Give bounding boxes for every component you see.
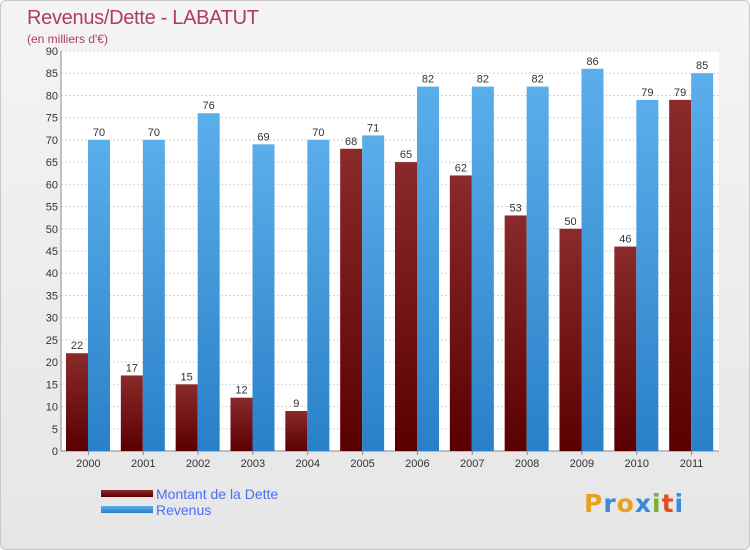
legend-swatch-revenue xyxy=(101,506,153,513)
data-label-debt: 9 xyxy=(293,398,299,410)
logo-letter: r xyxy=(603,489,617,518)
legend-label-revenue: Revenus xyxy=(156,502,212,518)
data-label-revenue: 70 xyxy=(93,127,105,139)
data-label-debt: 15 xyxy=(181,371,193,383)
bar-debt xyxy=(559,228,582,451)
bar-debt xyxy=(120,375,143,451)
logo-letter: P xyxy=(584,489,604,518)
y-tick-label: 0 xyxy=(52,446,58,458)
bar-debt xyxy=(614,246,637,451)
bar-debt xyxy=(449,175,472,451)
bar-revenue xyxy=(471,86,494,452)
y-tick-label: 50 xyxy=(46,224,58,236)
bar-revenue xyxy=(636,99,659,451)
y-tick-label: 45 xyxy=(46,246,58,258)
x-tick-label: 2003 xyxy=(241,458,265,470)
x-tick-label: 2006 xyxy=(405,458,429,470)
data-label-debt: 22 xyxy=(71,340,83,352)
y-tick-label: 80 xyxy=(46,90,58,102)
x-tick-label: 2011 xyxy=(680,458,704,470)
data-label-revenue: 70 xyxy=(312,127,324,139)
bar-debt xyxy=(175,384,198,451)
data-label-revenue: 86 xyxy=(586,56,598,68)
y-tick-label: 10 xyxy=(46,402,58,414)
logo-letter: i xyxy=(652,489,662,518)
data-label-debt: 79 xyxy=(674,87,686,99)
bar-debt xyxy=(285,411,308,451)
x-tick-label: 2004 xyxy=(296,458,320,470)
chart-subtitle: (en milliers d'€) xyxy=(27,32,108,46)
data-label-revenue: 82 xyxy=(477,74,489,86)
logo-letter: i xyxy=(674,489,685,518)
y-tick-label: 85 xyxy=(46,68,58,80)
logo-letter: o xyxy=(616,489,635,518)
bar-revenue xyxy=(362,135,385,451)
y-tick-label: 30 xyxy=(46,313,58,325)
legend-swatch-debt xyxy=(101,490,153,497)
data-label-revenue: 71 xyxy=(367,122,379,134)
data-label-revenue: 85 xyxy=(696,60,708,72)
data-label-revenue: 82 xyxy=(532,74,544,86)
bar-revenue xyxy=(142,139,165,451)
bar-revenue xyxy=(581,68,604,452)
x-tick-label: 2008 xyxy=(515,458,539,470)
y-tick-label: 25 xyxy=(46,335,58,347)
bar-debt xyxy=(66,353,88,451)
y-tick-label: 75 xyxy=(46,113,58,125)
bar-revenue xyxy=(526,86,549,452)
chart-title: Revenus/Dette - LABATUT xyxy=(27,7,259,29)
data-label-revenue: 76 xyxy=(203,100,215,112)
proxiti-logo: Proxiti xyxy=(584,489,684,518)
data-label-revenue: 69 xyxy=(257,131,269,143)
bar-revenue xyxy=(417,86,439,452)
bar-debt xyxy=(395,162,417,451)
data-label-debt: 50 xyxy=(564,216,576,228)
y-tick-label: 70 xyxy=(46,135,58,147)
data-label-debt: 53 xyxy=(510,202,522,214)
data-label-debt: 68 xyxy=(345,136,357,148)
data-label-revenue: 79 xyxy=(641,87,653,99)
legend-label-debt: Montant de la Dette xyxy=(156,486,279,502)
x-tick-label: 2007 xyxy=(460,458,484,470)
bar-revenue xyxy=(307,139,330,451)
y-tick-label: 65 xyxy=(46,157,58,169)
data-label-revenue: 82 xyxy=(422,74,434,86)
y-tick-label: 20 xyxy=(46,357,58,369)
data-label-debt: 46 xyxy=(619,234,631,246)
bar-revenue xyxy=(691,73,714,451)
data-label-revenue: 70 xyxy=(148,127,160,139)
logo-letter: x xyxy=(634,489,652,518)
x-tick-label: 2002 xyxy=(186,458,210,470)
bar-debt xyxy=(230,397,253,451)
bar-debt xyxy=(504,215,527,451)
x-tick-label: 2000 xyxy=(76,458,100,470)
bar-revenue xyxy=(88,139,110,451)
y-tick-label: 35 xyxy=(46,290,58,302)
y-tick-label: 55 xyxy=(46,202,58,214)
x-tick-label: 2009 xyxy=(570,458,594,470)
x-tick-label: 2001 xyxy=(131,458,155,470)
y-tick-label: 90 xyxy=(46,46,58,58)
y-tick-label: 5 xyxy=(52,424,58,436)
y-tick-label: 40 xyxy=(46,268,58,280)
logo-letter: t xyxy=(661,489,675,518)
bar-revenue xyxy=(252,144,275,452)
bar-debt xyxy=(669,99,692,451)
x-tick-label: 2005 xyxy=(350,458,374,470)
data-label-debt: 12 xyxy=(235,385,247,397)
data-label-debt: 17 xyxy=(126,362,138,374)
bar-revenue xyxy=(197,113,220,451)
y-tick-label: 15 xyxy=(46,379,58,391)
y-tick-label: 60 xyxy=(46,179,58,191)
bar-debt xyxy=(340,148,363,451)
x-tick-label: 2010 xyxy=(625,458,649,470)
data-label-debt: 65 xyxy=(400,149,412,161)
data-label-debt: 62 xyxy=(455,162,467,174)
